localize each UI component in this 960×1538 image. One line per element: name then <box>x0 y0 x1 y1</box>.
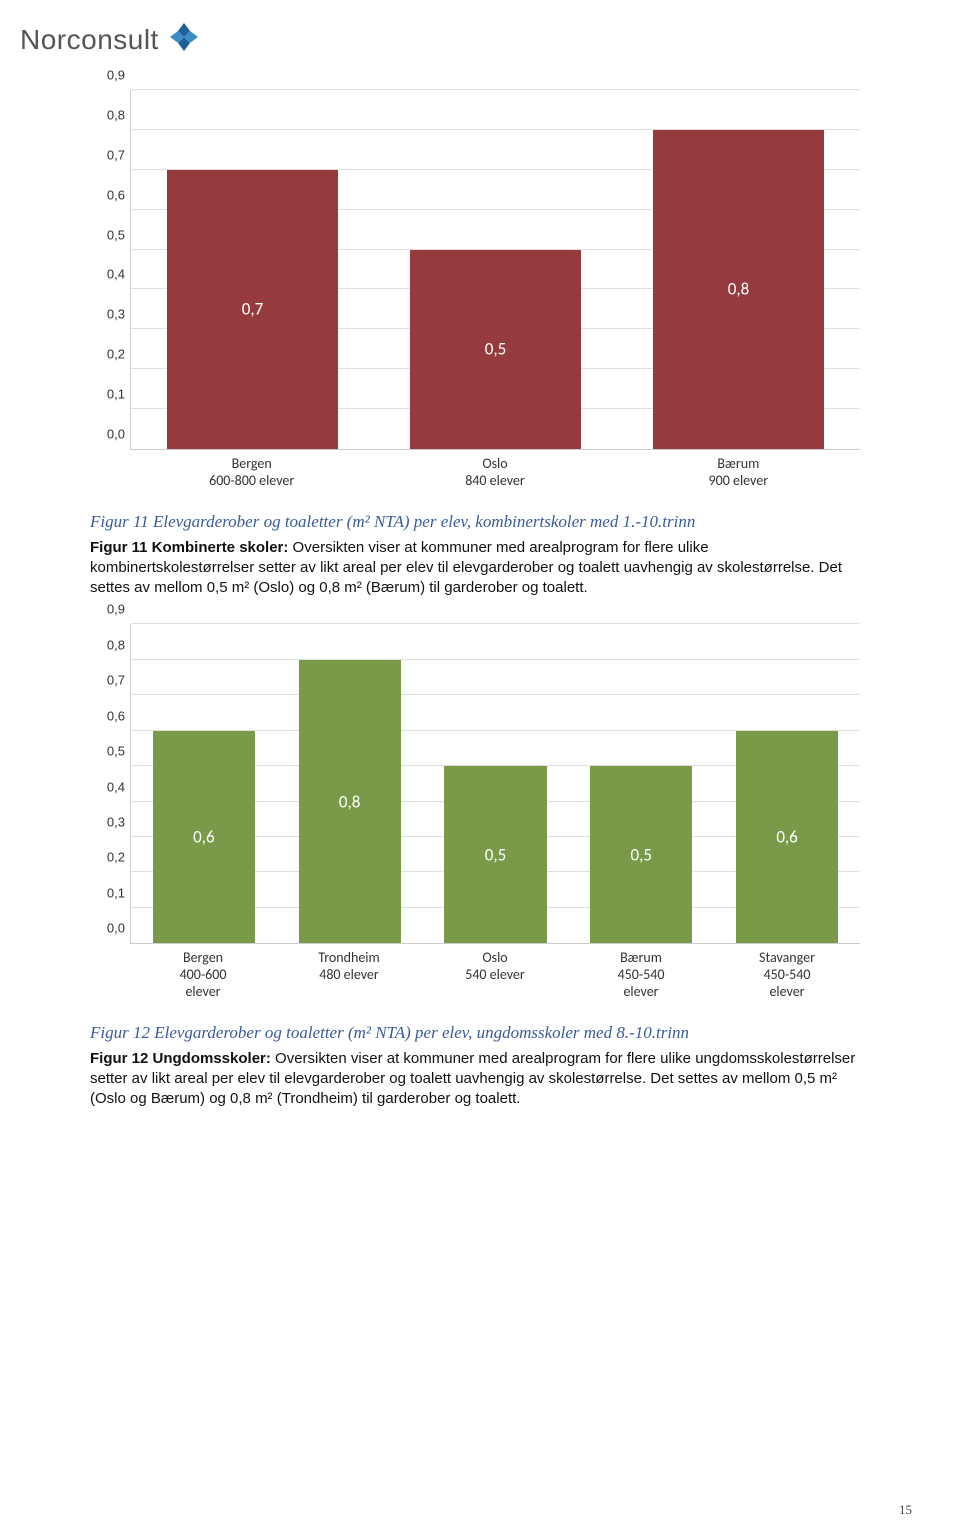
chart-1-xlabels: Bergen600-800 eleverOslo840 eleverBærum9… <box>130 456 860 490</box>
ytick-label: 0,9 <box>91 68 125 83</box>
bars: 0,7 0,5 0,8 <box>131 90 860 449</box>
logo-text: Norconsult <box>20 24 159 56</box>
chart-2-xlabels: Bergen400-600eleverTrondheim480 eleverOs… <box>130 950 860 1000</box>
xlabel: Oslo540 elever <box>422 950 568 1000</box>
figure-12-text: Figur 12 Ungdomsskoler: Oversikten viser… <box>90 1049 870 1110</box>
logo: Norconsult <box>20 20 201 59</box>
ytick-label: 0,7 <box>91 673 125 688</box>
figure-11-text: Figur 11 Kombinerte skoler: Oversikten v… <box>90 538 870 599</box>
bar: 0,8 <box>653 130 823 449</box>
ytick-label: 0,9 <box>91 602 125 617</box>
chart-1: 0,00,10,20,30,40,50,60,70,80,90,70,50,8 … <box>90 90 860 490</box>
ytick-label: 0,5 <box>91 744 125 759</box>
bar-value-label: 0,8 <box>728 279 749 300</box>
ytick-label: 0,1 <box>91 387 125 402</box>
ytick-label: 0,8 <box>91 107 125 122</box>
bar-value-label: 0,6 <box>193 827 214 848</box>
ytick-label: 0,0 <box>91 427 125 442</box>
ytick-label: 0,6 <box>91 187 125 202</box>
chart-1-plot: 0,00,10,20,30,40,50,60,70,80,90,70,50,8 <box>130 90 860 450</box>
bar-slot: 0,8 <box>617 90 860 449</box>
figure-12-bold: Figur 12 Ungdomsskoler: <box>90 1050 271 1067</box>
bar-value-label: 0,6 <box>776 827 797 848</box>
xlabel: Bergen600-800 elever <box>130 456 373 490</box>
ytick-label: 0,7 <box>91 147 125 162</box>
chart-2: 0,00,10,20,30,40,50,60,70,80,90,60,80,50… <box>90 624 860 1000</box>
xlabel: Bærum900 elever <box>617 456 860 490</box>
ytick-label: 0,5 <box>91 227 125 242</box>
bar-value-label: 0,5 <box>631 844 652 865</box>
bar: 0,5 <box>444 766 546 943</box>
ytick-label: 0,6 <box>91 708 125 723</box>
bar-slot: 0,5 <box>568 624 714 943</box>
figure-11-caption: Figur 11 Elevgarderober og toaletter (m²… <box>90 512 870 532</box>
bar-slot: 0,6 <box>714 624 860 943</box>
bar-slot: 0,5 <box>374 90 617 449</box>
ytick-label: 0,2 <box>91 850 125 865</box>
xlabel: Oslo840 elever <box>373 456 616 490</box>
bar: 0,7 <box>167 170 337 449</box>
bar-slot: 0,6 <box>131 624 277 943</box>
chart-2-plot: 0,00,10,20,30,40,50,60,70,80,90,60,80,50… <box>130 624 860 944</box>
bar-value-label: 0,5 <box>485 339 506 360</box>
bar-slot: 0,7 <box>131 90 374 449</box>
ytick-label: 0,8 <box>91 637 125 652</box>
ytick-label: 0,4 <box>91 267 125 282</box>
figure-12-caption: Figur 12 Elevgarderober og toaletter (m²… <box>90 1023 870 1043</box>
bar-value-label: 0,8 <box>339 791 360 812</box>
bar-slot: 0,5 <box>423 624 569 943</box>
bar: 0,8 <box>299 660 401 944</box>
xlabel: Bærum450-540elever <box>568 950 714 1000</box>
xlabel: Stavanger450-540elever <box>714 950 860 1000</box>
bar-slot: 0,8 <box>277 624 423 943</box>
xlabel: Trondheim480 elever <box>276 950 422 1000</box>
bar: 0,5 <box>590 766 692 943</box>
ytick-label: 0,0 <box>91 921 125 936</box>
ytick-label: 0,1 <box>91 885 125 900</box>
figure-11-bold: Figur 11 Kombinerte skoler: <box>90 539 288 556</box>
bar: 0,6 <box>153 731 255 944</box>
ytick-label: 0,3 <box>91 307 125 322</box>
bar-value-label: 0,5 <box>485 844 506 865</box>
bar: 0,5 <box>410 250 580 449</box>
bar-value-label: 0,7 <box>242 299 263 320</box>
ytick-label: 0,2 <box>91 347 125 362</box>
page-number: 15 <box>899 1502 912 1518</box>
ytick-label: 0,3 <box>91 815 125 830</box>
bars: 0,6 0,8 0,5 0,5 0,6 <box>131 624 860 943</box>
xlabel: Bergen400-600elever <box>130 950 276 1000</box>
ytick-label: 0,4 <box>91 779 125 794</box>
bar: 0,6 <box>736 731 838 944</box>
logo-icon <box>167 20 201 59</box>
